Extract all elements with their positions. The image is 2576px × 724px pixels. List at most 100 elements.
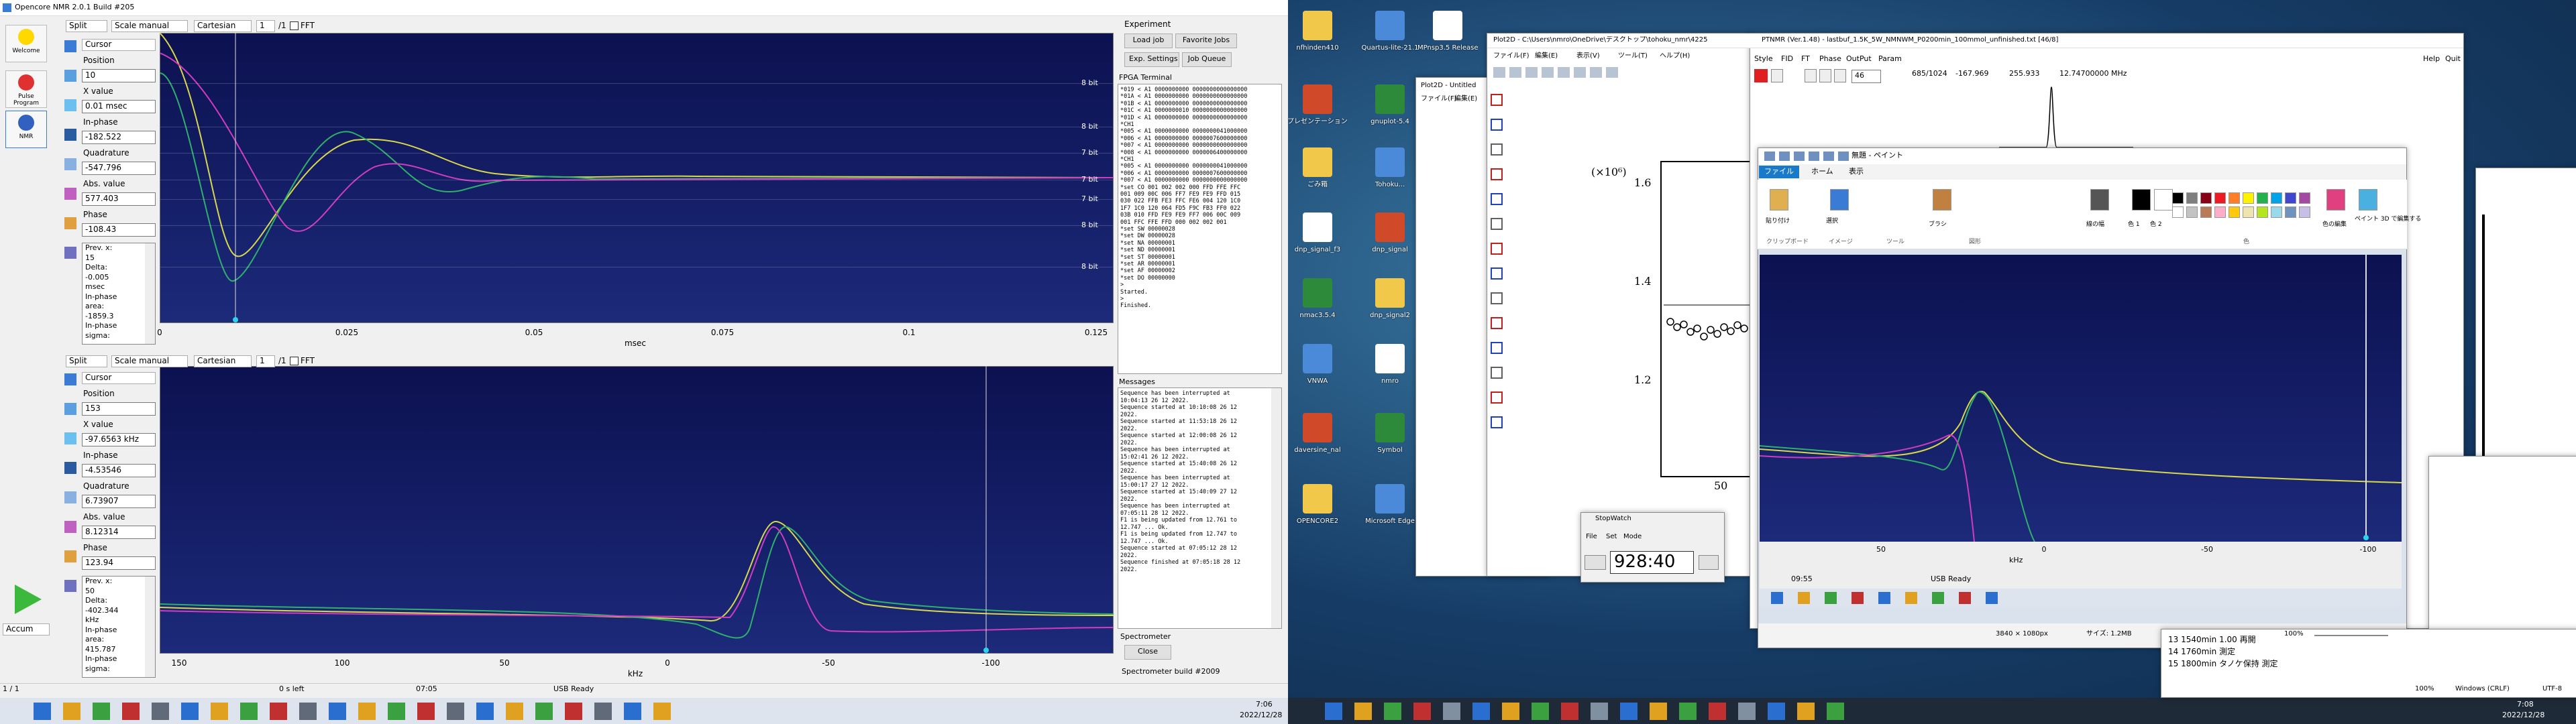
desktop-icon[interactable] <box>1303 84 1332 114</box>
taskbar-icon[interactable] <box>653 703 671 720</box>
desktop-icon[interactable] <box>1433 11 1462 40</box>
desktop-icon[interactable] <box>1303 484 1332 514</box>
mode-dropdown[interactable]: Split <box>66 20 107 32</box>
taskbar-icon[interactable] <box>152 703 169 720</box>
tool-icon[interactable] <box>1491 243 1503 255</box>
nav-button[interactable] <box>1805 69 1817 82</box>
scale-dropdown[interactable]: Scale manual <box>111 20 188 32</box>
taskbar-icon[interactable] <box>358 703 376 720</box>
taskbar-icon[interactable] <box>1532 703 1549 720</box>
button[interactable]: Favorite Jobs <box>1175 34 1237 48</box>
tool-icon[interactable] <box>1491 317 1503 329</box>
taskbar-icon[interactable] <box>93 703 110 720</box>
desktop-icon[interactable] <box>1375 11 1405 40</box>
tool-icon[interactable] <box>1491 391 1503 404</box>
taskbar-icon[interactable] <box>1443 703 1460 720</box>
color-swatch[interactable] <box>2285 206 2296 218</box>
ribbon-icon[interactable] <box>1933 189 1951 210</box>
ribbon-icon[interactable] <box>1770 189 1788 210</box>
taskbar-icon[interactable] <box>1738 703 1756 720</box>
tool-icon[interactable] <box>1491 342 1503 354</box>
taskbar-icon[interactable] <box>240 703 258 720</box>
taskbar-icon[interactable] <box>1472 703 1490 720</box>
taskbar-icon[interactable] <box>594 703 612 720</box>
color-swatch[interactable] <box>2243 192 2254 204</box>
ribbon-tab[interactable]: ファイル <box>1759 166 1799 178</box>
toolbar-icon[interactable] <box>1493 67 1505 78</box>
zoom-slider[interactable] <box>2314 635 2388 636</box>
scale-dropdown[interactable]: Scale manual <box>111 355 188 367</box>
quick-icon[interactable] <box>1838 152 1849 161</box>
taskbar-icon[interactable] <box>1561 703 1578 720</box>
toolbar-icon[interactable] <box>1590 67 1602 78</box>
toolbar-icon[interactable] <box>1606 67 1618 78</box>
accum-dropdown[interactable]: Accum <box>3 623 50 636</box>
quick-icon[interactable] <box>1823 152 1834 161</box>
taskbar-icon[interactable] <box>299 703 317 720</box>
toolbar-icon[interactable] <box>1509 67 1521 78</box>
taskbar-icon[interactable] <box>506 703 523 720</box>
button[interactable]: Exp. Settings <box>1124 52 1179 67</box>
fft-checkbox[interactable] <box>290 21 299 30</box>
desktop-icon[interactable] <box>1303 344 1332 373</box>
taskbar-icon[interactable] <box>535 703 553 720</box>
taskbar-icon[interactable] <box>1354 703 1372 720</box>
quick-icon[interactable] <box>1794 152 1805 161</box>
run-button[interactable] <box>13 583 43 615</box>
taskbar-icon[interactable] <box>1620 703 1638 720</box>
color-swatch[interactable] <box>2200 206 2212 218</box>
tool-icon[interactable] <box>1491 267 1503 280</box>
taskbar-icon[interactable] <box>211 703 228 720</box>
mode-dropdown[interactable]: Split <box>66 355 107 367</box>
taskbar-icon[interactable] <box>181 703 199 720</box>
taskbar-icon[interactable] <box>1325 703 1342 720</box>
quick-icon[interactable] <box>1764 152 1775 161</box>
desktop-icon[interactable] <box>1375 213 1405 242</box>
taskbar-icon[interactable] <box>1650 703 1667 720</box>
button[interactable]: Close <box>1124 645 1171 660</box>
color-swatch[interactable] <box>2257 206 2268 218</box>
quick-icon[interactable] <box>1779 152 1790 161</box>
taskbar-icon[interactable] <box>270 703 287 720</box>
ribbon-tab[interactable]: 表示 <box>1849 167 1864 176</box>
color-swatch[interactable] <box>2229 192 2240 204</box>
taskbar-icon[interactable] <box>1827 703 1844 720</box>
desktop-icon[interactable] <box>1375 84 1405 114</box>
tool-icon[interactable] <box>1491 193 1503 205</box>
tool-icon[interactable] <box>1491 367 1503 379</box>
ribbon-icon[interactable] <box>2090 189 2109 210</box>
color-swatch[interactable] <box>2285 192 2296 204</box>
tool-icon[interactable] <box>1491 143 1503 156</box>
taskbar-icon[interactable] <box>1679 703 1697 720</box>
toolbar-icon[interactable] <box>1525 67 1538 78</box>
tool-icon[interactable] <box>1491 94 1503 106</box>
color-swatch[interactable] <box>2172 206 2184 218</box>
taskbar-icon[interactable] <box>417 703 435 720</box>
taskbar-icon[interactable] <box>122 703 140 720</box>
desktop-icon[interactable] <box>1303 413 1332 442</box>
index-spin[interactable]: 1 <box>256 355 275 367</box>
desktop-icon[interactable] <box>1375 278 1405 308</box>
nav-button[interactable] <box>1834 69 1846 82</box>
taskbar-icon[interactable] <box>447 703 464 720</box>
color-swatch[interactable] <box>2200 192 2212 204</box>
ribbon-icon[interactable] <box>2326 189 2345 210</box>
desktop-icon[interactable] <box>1303 278 1332 308</box>
ribbon-icon[interactable] <box>2154 189 2173 210</box>
color-swatch[interactable] <box>2186 206 2198 218</box>
ribbon-icon[interactable] <box>2132 189 2151 210</box>
quick-icon[interactable] <box>1809 152 1819 161</box>
taskbar-icon[interactable] <box>476 703 494 720</box>
ribbon-icon[interactable] <box>2359 189 2377 210</box>
desktop-icon[interactable] <box>1375 344 1405 373</box>
taskbar-icon[interactable] <box>388 703 405 720</box>
cursor-dropdown[interactable]: Cursor <box>82 372 156 384</box>
taskbar-icon[interactable] <box>34 703 51 720</box>
taskbar-icon[interactable] <box>1709 703 1726 720</box>
color-swatch[interactable] <box>2172 192 2184 204</box>
stopwatch-button[interactable] <box>1585 555 1606 570</box>
toolbar-icon[interactable] <box>1542 67 1554 78</box>
button[interactable]: Job Queue <box>1182 52 1232 67</box>
cursor-dropdown[interactable]: Cursor <box>82 39 156 51</box>
color-swatch[interactable] <box>2214 192 2226 204</box>
